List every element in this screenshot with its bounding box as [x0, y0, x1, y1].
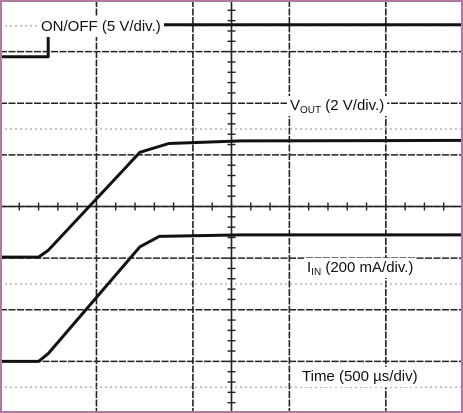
onoff-label: ON/OFF (5 V/div.) [38, 17, 164, 37]
vout-label-unit: (2 V/div.) [321, 97, 385, 114]
iin-label-sub: IN [311, 267, 322, 278]
time-label: Time (500 µs/div) [299, 367, 421, 387]
vout-label-main: V [290, 97, 301, 114]
scope-traces [0, 23, 463, 363]
iin-label-unit: (200 mA/div.) [321, 259, 414, 276]
vout-trace [0, 138, 463, 259]
onoff-trace [0, 23, 463, 59]
iin-label-main: I [307, 259, 312, 276]
vout-label: VOUT (2 V/div.) [287, 96, 388, 116]
vout-label-sub: OUT [300, 105, 322, 116]
iin-trace [0, 233, 463, 363]
iin-label: IIN (200 mA/div.) [304, 258, 417, 278]
